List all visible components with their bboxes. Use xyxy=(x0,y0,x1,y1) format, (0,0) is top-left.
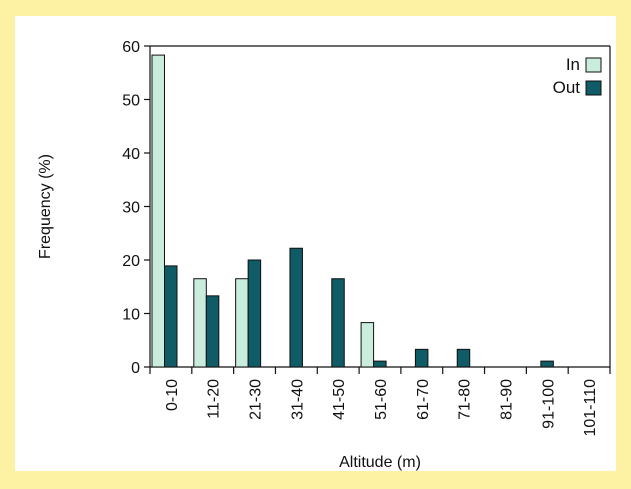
legend-label-in: In xyxy=(566,55,580,74)
x-axis-title: Altitude (m) xyxy=(339,454,421,471)
bar-out xyxy=(331,278,345,368)
bar-out xyxy=(205,295,220,368)
bar-in xyxy=(235,278,249,368)
x-tick-label: 91-100 xyxy=(540,379,557,429)
bar-out xyxy=(164,265,178,368)
y-axis-title: Frequency (%) xyxy=(37,154,54,259)
legend: In Out xyxy=(553,55,602,97)
bars xyxy=(151,54,554,368)
y-tick-label: 60 xyxy=(122,39,140,56)
x-tick-label: 0-10 xyxy=(164,379,181,411)
bar-out xyxy=(456,348,471,368)
x-tick-label: 81-90 xyxy=(498,379,515,420)
x-tick-label: 61-70 xyxy=(415,379,432,420)
x-ticks: 0-10 11-20 21-30 31-40 41-50 51-60 61-70 71-80 8… xyxy=(149,367,611,437)
bar-chart: 0 10 20 30 40 50 60 0-10 11-20 21-30 31-40 41-50 51… xyxy=(37,39,611,471)
x-tick-label: 31-40 xyxy=(289,379,306,420)
x-tick-label: 51-60 xyxy=(373,379,390,420)
y-tick-label: 0 xyxy=(131,360,140,377)
y-tick-label: 20 xyxy=(122,253,140,270)
bar-out xyxy=(289,247,303,368)
bar-out xyxy=(414,348,429,368)
bar-out xyxy=(540,360,554,368)
chart-panel: 0 10 20 30 40 50 60 0-10 11-20 21-30 31-40 41-50 51… xyxy=(15,16,616,471)
x-tick-label: 21-30 xyxy=(248,379,265,420)
bar-out xyxy=(373,360,387,368)
y-tick-label: 30 xyxy=(122,200,140,217)
legend-label-out: Out xyxy=(553,78,581,97)
bar-out xyxy=(247,259,262,368)
x-tick-label: 101-110 xyxy=(582,379,599,437)
y-tick-label: 50 xyxy=(122,93,140,110)
bar-in xyxy=(360,322,375,368)
x-tick-label: 11-20 xyxy=(206,379,223,419)
y-tick-label: 40 xyxy=(122,146,140,163)
legend-swatch-in xyxy=(585,57,602,73)
x-tick-label: 71-80 xyxy=(457,379,474,420)
y-ticks: 0 10 20 30 40 50 60 xyxy=(122,39,150,377)
bar-in xyxy=(151,54,165,368)
x-tick-label: 41-50 xyxy=(331,379,348,420)
legend-swatch-out xyxy=(585,80,602,96)
bar-in xyxy=(193,278,207,368)
y-tick-label: 10 xyxy=(122,307,140,324)
